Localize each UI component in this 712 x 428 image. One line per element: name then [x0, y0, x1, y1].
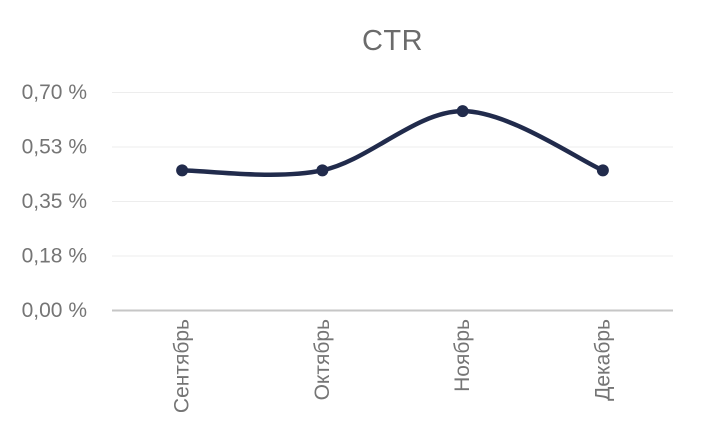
y-axis-tick-label: 0,00 % [22, 299, 87, 322]
data-point-marker [176, 164, 189, 177]
y-axis-tick-label: 0,35 % [22, 190, 87, 213]
x-axis-tick-label: Октябрь [311, 319, 334, 400]
data-point-marker [316, 164, 329, 177]
x-axis-tick-label: Сентябрь [171, 319, 194, 413]
data-point-marker [596, 164, 609, 177]
y-axis-tick-label: 0,53 % [22, 136, 87, 159]
y-axis-tick-label: 0,18 % [22, 245, 87, 268]
x-axis-tick-label: Декабрь [591, 319, 614, 401]
ctr-series-line [179, 108, 606, 177]
chart-title: CTR [361, 25, 424, 57]
data-point-marker [456, 105, 469, 118]
x-axis-tick-label: Ноябрь [451, 319, 474, 392]
y-axis-tick-label: 0,70 % [22, 81, 87, 104]
